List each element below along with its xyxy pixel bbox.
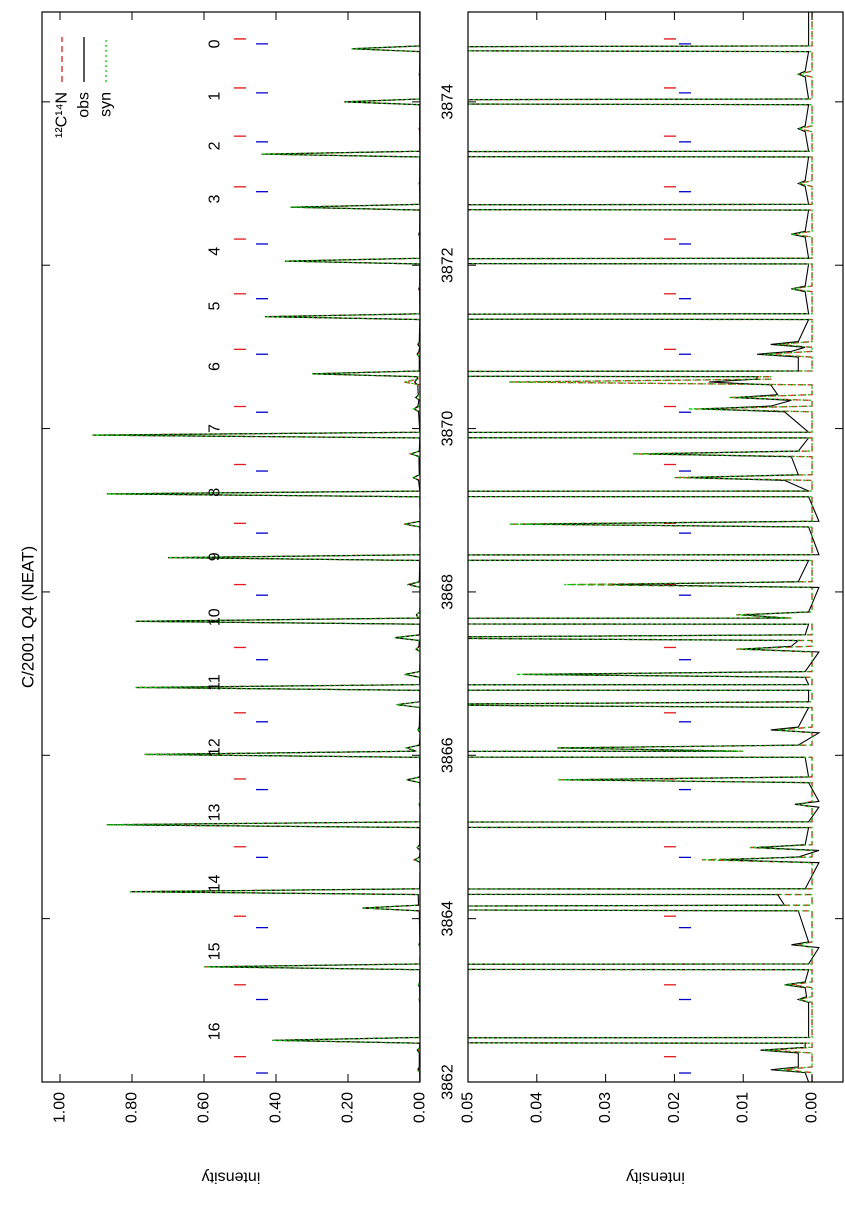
x-tick-label: 3866 — [440, 737, 457, 773]
legend-label: syn — [98, 92, 115, 117]
y-tick-label: 0.00 — [804, 1092, 821, 1123]
y-tick-label: 0.60 — [196, 1092, 213, 1123]
x-tick-label: 3872 — [440, 247, 457, 283]
panel — [468, 12, 821, 1082]
x-tick-label: 3868 — [440, 574, 457, 610]
x-tick-label: 3864 — [440, 901, 457, 937]
band-label: 16 — [207, 1022, 224, 1040]
y-tick-label: 0.80 — [124, 1092, 141, 1123]
band-label: 11 — [207, 674, 224, 691]
chart-title: C/2001 Q4 (NEAT) — [19, 546, 38, 688]
panel — [92, 12, 420, 1082]
y-tick-label: 0.00 — [412, 1092, 429, 1123]
x-tick-label: 3874 — [440, 84, 457, 120]
plot-frame — [41, 11, 421, 1083]
legend-label: ¹²C¹⁴N — [54, 92, 71, 138]
spectrum-line — [468, 12, 813, 1082]
spectrum-line — [92, 12, 420, 1082]
band-label: 7 — [207, 424, 224, 433]
band-label: 4 — [207, 247, 224, 256]
band-label: 13 — [207, 803, 224, 821]
band-label: 0 — [207, 39, 224, 48]
y-axis-label: intensity — [626, 1169, 685, 1186]
band-label: 8 — [207, 488, 224, 497]
y-tick-label: 0.40 — [268, 1092, 285, 1123]
y-tick-label: 1.00 — [52, 1092, 69, 1123]
rotated-figure: C/2001 Q4 (NEAT) 0.00 0.20 0.40 0.60 0.80 1.0… — [19, 11, 844, 1186]
spectrum-line — [92, 12, 420, 1082]
band-label: 15 — [207, 942, 224, 960]
x-tick-label: 3870 — [440, 411, 457, 447]
x-tick-label: 3862 — [440, 1064, 457, 1100]
band-label: 1 — [207, 92, 224, 101]
y-tick-label: 0.04 — [528, 1092, 545, 1123]
spectrum-line — [468, 12, 821, 1082]
y-tick-label: 0.20 — [340, 1092, 357, 1123]
band-label: 2 — [207, 141, 224, 150]
y-tick-label: 0.05 — [460, 1092, 477, 1123]
legend-label: obs — [76, 92, 93, 118]
spectrum-line — [468, 12, 813, 1082]
y-axis-label: intensity — [202, 1169, 261, 1186]
y-tick-label: 0.01 — [735, 1092, 752, 1123]
band-label: 10 — [207, 608, 224, 626]
band-label: 6 — [207, 362, 224, 371]
band-label: 9 — [207, 552, 224, 561]
y-tick-label: 0.02 — [666, 1092, 683, 1123]
band-label: 5 — [207, 301, 224, 310]
spectrum-line — [92, 12, 420, 1082]
band-label: 3 — [207, 194, 224, 203]
plot-frame — [467, 11, 844, 1083]
y-tick-label: 0.03 — [597, 1092, 614, 1123]
band-label: 14 — [207, 875, 224, 893]
band-label: 12 — [207, 738, 224, 756]
